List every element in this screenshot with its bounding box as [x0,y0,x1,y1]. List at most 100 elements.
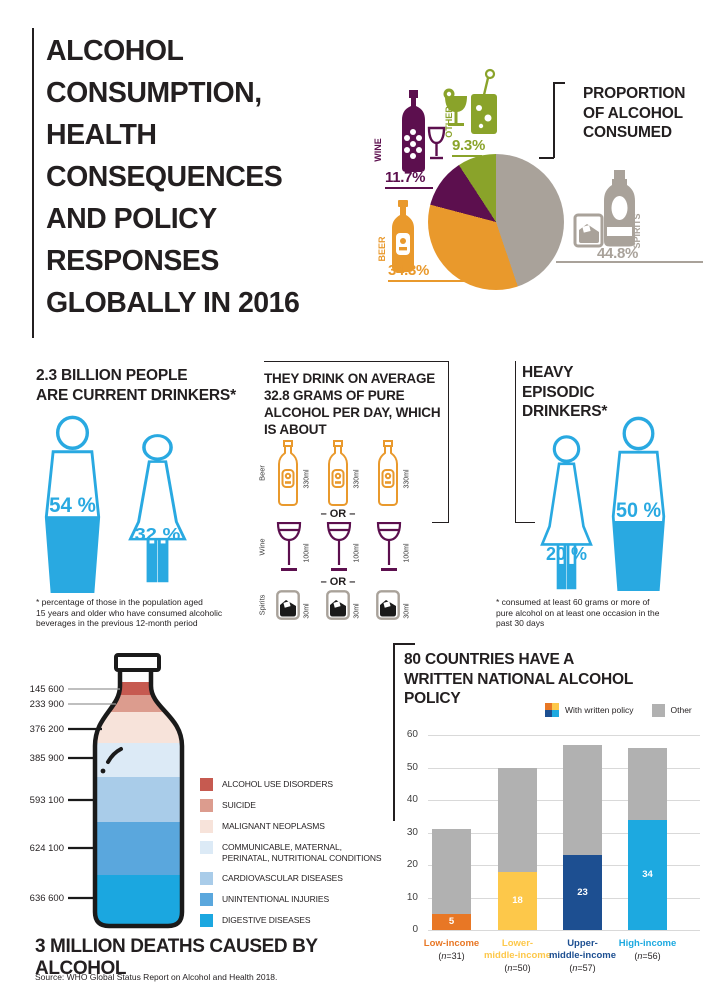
spirits-label: SPIRITS [632,213,642,249]
beer-serving-icon [276,440,300,511]
drink-row-label-wine: Wine [257,538,267,556]
spirits-serving-icon [276,590,300,625]
serving-volume-label: 30ml [403,603,411,619]
serving-volume-label: 30ml [303,603,311,619]
y-axis-tick: 0 [412,924,418,935]
serving-volume-label: 100ml [403,543,411,563]
written-policy-label: With written policy [565,705,634,715]
current-drinkers-footnote: * percentage of those in the population … [36,597,223,629]
male-drinker-pictogram: 54 % [44,415,101,593]
bottle-cap [114,653,161,672]
death-count-label: 233 900 [30,699,64,710]
wine-underline [385,187,433,189]
legend-label: ALCOHOL USE DISORDERS [222,779,333,789]
source-note: Source: WHO Global Status Report on Alco… [35,972,278,982]
deaths-legend-item: UNINTENTIONAL INJURIES [200,893,390,907]
beer-bottle-icon [392,200,414,272]
bar-value-label: 23 [577,886,588,898]
written-policy-swatch-cell [545,703,552,710]
deaths-legend-item: SUICIDE [200,799,390,812]
serving-volume-label: 100ml [353,543,361,563]
wine-serving-icon [326,521,352,577]
female-drinker-pictogram: 32 % [128,434,187,583]
other-label: OTHER [444,106,454,138]
pie-bracket-top [553,82,565,84]
bar-segment-other [432,829,471,914]
heavy-bracket-tick [515,522,535,524]
legend-label: UNINTENTIONAL INJURIES [222,894,330,905]
spirits-serving-icon [326,590,350,625]
bottle-highlight-dot [100,768,106,774]
bar-segment-written [563,855,602,930]
policy-bracket-vert [393,643,395,821]
bottle-band-6 [95,822,182,875]
deaths-title: 3 MILLION DEATHS CAUSED BY ALCOHOL [35,936,318,979]
legend-swatch [200,778,213,791]
bar-n-label: (n=50) [504,962,531,973]
female-heavy-percent: 20 % [546,544,587,564]
legend-label: COMMUNICABLE, MATERNAL, PERINATAL, NUTRI… [222,842,382,864]
wine-serving-icon [376,521,402,577]
bar-value-label: 18 [512,894,523,906]
legend-swatch [200,799,213,812]
bar-segment-written [432,913,471,930]
gridline [428,930,700,931]
or-separator: – OR – [320,508,356,520]
title-left-rule [32,28,34,338]
other-percent: 9.3% [452,137,485,154]
deaths-legend-item: DIGESTIVE DISEASES [200,914,390,928]
written-policy-swatch-cell [545,710,552,717]
death-count-label: 636 600 [30,893,64,904]
legend-swatch [200,841,213,854]
serving-volume-label: 330ml [353,469,361,489]
serving-volume-label: 330ml [303,469,311,489]
current-drinkers-heading: 2.3 BILLION PEOPLE ARE CURRENT DRINKERS* [36,367,236,404]
wine-bottle-glass-icon [402,90,446,172]
beer-serving-icon [326,440,350,511]
bar-segment-written [498,871,537,930]
pie-bracket-vert [553,82,555,158]
spirits-percent: 44.8% [597,245,639,262]
avg-consumption-heading: THEY DRINK ON AVERAGE 32.8 GRAMS OF PURE… [264,371,441,437]
bar-segment-other [498,767,537,872]
legend-swatch [200,914,213,928]
bar-n-label: (n=56) [634,950,661,961]
deaths-legend: ALCOHOL USE DISORDERS SUICIDE MALIGNANT NE… [200,778,390,936]
heavy-bracket-vert [515,361,517,523]
bottle-outline [92,666,185,929]
beer-underline [388,280,488,282]
beer-label: BEER [377,236,387,262]
drink-row-label-beer: Beer [257,465,267,481]
y-axis-tick: 40 [406,794,418,805]
y-axis-tick: 20 [406,859,418,870]
deaths-legend-item: ALCOHOL USE DISORDERS [200,778,390,791]
serving-volume-label: 30ml [353,603,361,619]
bottle-highlight [106,747,123,764]
drink-equivalents: Beer 330ml 330ml 330ml – OR – Wine 100ml 1… [256,436,456,632]
death-count-label: 145 600 [30,684,64,695]
bar-category-label: Low-income (n=31) [412,938,492,962]
other-label: Other [670,705,692,715]
written-policy-swatch [545,703,559,717]
pie-heading: PROPORTION OF ALCOHOL CONSUMED [583,85,686,141]
other-underline [452,155,482,157]
male-drinker-percent: 54 % [49,494,96,517]
avg-bracket-top [264,361,449,363]
gridline [428,735,700,736]
male-heavy-drinker-pictogram: 50 % [611,416,666,591]
beer-serving-icon [376,440,400,511]
avg-bracket-tick [432,522,449,524]
male-heavy-percent: 50 % [616,499,661,522]
policy-bar-chart: 80 COUNTRIES HAVE A WRITTEN NATIONAL ALC… [390,640,706,998]
or-separator: – OR – [320,576,356,588]
legend-label: DIGESTIVE DISEASES [222,915,311,926]
bar-value-label: 5 [448,915,455,927]
bar-value-label: 34 [642,868,653,880]
legend-swatch [200,872,213,886]
deaths-legend-item: MALIGNANT NEOPLASMS [200,820,390,833]
wine-label: WINE [373,138,383,162]
bar-segment-other [628,748,667,820]
legend-label: CARDIOVASCULAR DISEASES [222,873,343,884]
bar-category-label: High-income (n=56) [608,938,688,962]
